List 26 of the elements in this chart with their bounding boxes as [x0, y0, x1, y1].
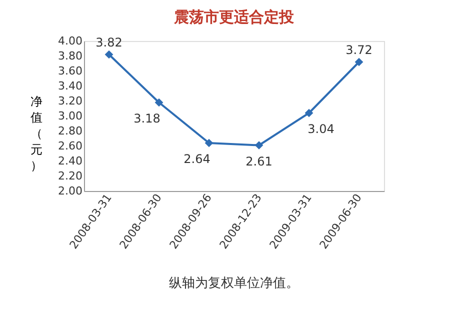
point	[104, 50, 114, 59]
point	[154, 98, 164, 107]
data-label: 2.61	[246, 154, 272, 168]
chart-title: 震荡市更适合定投	[173, 8, 295, 26]
y-tick-label: 3.80	[58, 50, 82, 62]
y-tick-label: 2.20	[58, 170, 82, 182]
point	[254, 141, 264, 150]
data-label: 2.64	[184, 152, 210, 166]
text: 纵轴为复权单位净值。	[169, 276, 299, 291]
y-tick-label: 3.00	[58, 110, 82, 122]
data-label: 3.04	[308, 122, 334, 136]
data-label: 3.18	[134, 112, 160, 126]
y-tick-label: 2.80	[58, 124, 82, 138]
point	[354, 58, 364, 66]
point	[304, 108, 314, 118]
y-tick-label: 2.00	[58, 184, 82, 198]
y-tick-label: 3.20	[58, 94, 82, 108]
point	[204, 138, 214, 148]
data-label: 3.82	[96, 36, 122, 50]
y-tick-label: 2.60	[58, 140, 82, 152]
y-axis-title: 净值（元）	[30, 94, 42, 172]
y-tick-label: 3.60	[58, 64, 82, 78]
data-label: 3.72	[346, 43, 372, 57]
y-tick-label: 4.00	[58, 34, 82, 48]
y-tick-label: 2.40	[58, 154, 82, 168]
y-tick-label: 3.40	[58, 80, 82, 92]
